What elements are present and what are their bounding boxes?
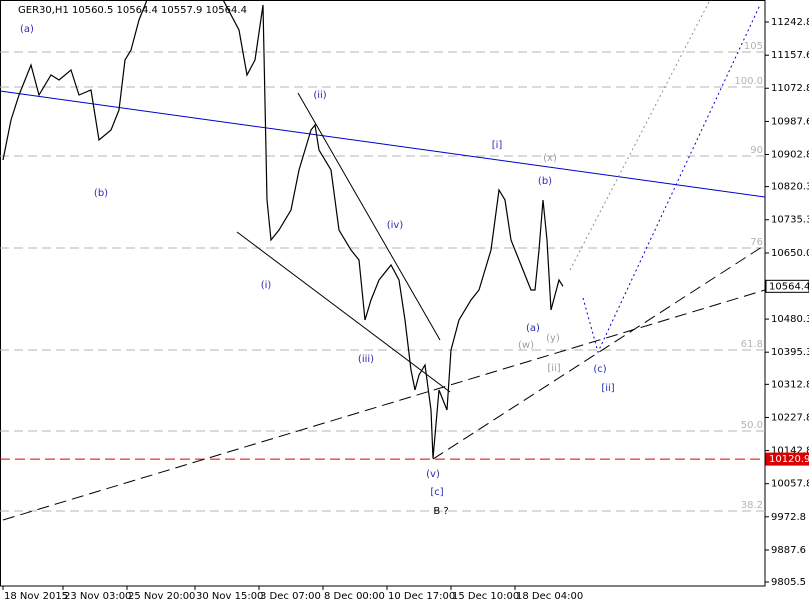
wave-label: (a): [526, 323, 540, 334]
wave-label: (y): [546, 333, 560, 344]
wave-label: B ?: [433, 506, 448, 517]
x-tick-label: 8 Dec 00:00: [324, 591, 385, 602]
y-tick-label: 11157.6: [771, 50, 809, 61]
wave-label: (ii): [313, 90, 326, 101]
price-box: [765, 452, 809, 466]
y-tick-label: 11072.8: [771, 83, 809, 94]
y-tick-label: 10312.8: [771, 379, 809, 390]
plot-frame: [0, 0, 766, 587]
y-tick-label: 10227.8: [771, 412, 809, 423]
x-tick-label: 10 Dec 17:00: [388, 591, 455, 602]
y-tick-label: 10735.3: [771, 215, 809, 226]
trend-line: [0, 90, 765, 198]
x-tick-label: 30 Nov 15:00: [196, 591, 263, 602]
price-line: [2, 0, 564, 459]
y-tick-label: 10820.3: [771, 182, 809, 193]
trend-line: [582, 4, 761, 354]
wave-label: [i]: [492, 140, 503, 151]
fib-label: 100.0: [734, 76, 763, 87]
y-tick-label: 10057.8: [771, 479, 809, 490]
wave-label: (b): [94, 188, 108, 199]
wave-label: (x): [543, 153, 557, 164]
wave-label: [c]: [430, 487, 443, 498]
chart-title: GER30,H1 10560.5 10564.4 10557.9 10564.4: [18, 5, 247, 16]
y-tick-label: 10395.3: [771, 347, 809, 358]
wave-label: (v): [426, 469, 440, 480]
trend-line: [236, 231, 451, 393]
fib-label: 105: [744, 41, 763, 52]
trend-line: [569, 0, 711, 271]
wave-label: (w): [518, 340, 534, 351]
wave-label: (iii): [358, 354, 374, 365]
y-tick-label: 10987.6: [771, 116, 809, 127]
y-tick-label: 9887.6: [771, 545, 806, 556]
fib-label: 50.0: [741, 420, 763, 431]
fib-label: 61.8: [741, 339, 763, 350]
trend-line: [2, 289, 765, 521]
price-box-label: 10564.4: [769, 281, 809, 292]
fib-label: 90: [750, 145, 763, 156]
wave-label: (a): [20, 24, 34, 35]
price-box-label: 10120.9: [769, 454, 809, 465]
x-tick-label: 18 Dec 04:00: [516, 591, 583, 602]
wave-label: (iv): [387, 220, 404, 231]
x-tick-label: 23 Nov 03:00: [64, 591, 131, 602]
x-tick-label: 15 Dec 10:00: [452, 591, 519, 602]
plot-area: 105 100.0 90 76 61.8 50.0 38.2 (a) (b) (ii) (i) (iv…: [0, 0, 765, 521]
x-tick-label: 25 Nov 20:00: [128, 591, 195, 602]
y-tick-label: 11242.8: [771, 17, 809, 28]
y-tick-label: 9805.5: [771, 577, 806, 588]
axes: 11242.8 11157.6 11072.8 10987.6 10902.8 10820…: [2, 17, 809, 602]
wave-label: [ii]: [547, 363, 560, 374]
fib-label: 38.2: [741, 500, 763, 511]
wave-label: (b): [538, 176, 552, 187]
wave-label: (c): [593, 364, 606, 375]
y-tick-label: 10902.8: [771, 149, 809, 160]
price-box: [765, 279, 809, 293]
fib-label: 76: [750, 237, 763, 248]
y-tick-label: 10650.0: [771, 248, 809, 259]
trend-line: [432, 244, 765, 460]
y-tick-label: 9972.8: [771, 512, 806, 523]
y-tick-label: 10142.8: [771, 446, 809, 457]
x-tick-label: 18 Nov 2015: [4, 591, 68, 602]
wave-label: (i): [261, 280, 272, 291]
trend-line: [297, 92, 441, 341]
y-tick-label: 10480.3: [771, 314, 809, 325]
x-tick-label: 3 Dec 07:00: [260, 591, 321, 602]
wave-label: [ii]: [601, 383, 614, 394]
